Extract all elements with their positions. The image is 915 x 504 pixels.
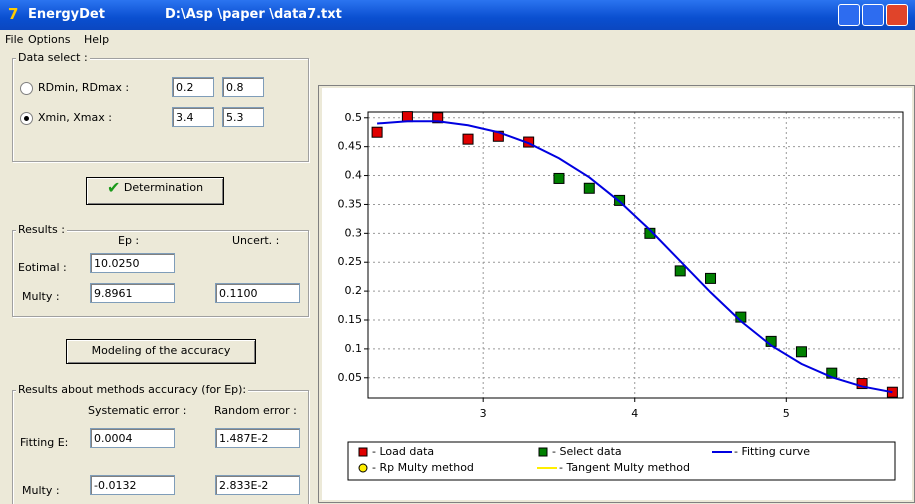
text-input[interactable]: 0.0004	[90, 428, 175, 448]
data-point	[644, 227, 656, 239]
row-label: Multy :	[22, 290, 60, 303]
text-input[interactable]: 10.0250	[90, 253, 175, 273]
chart-background	[322, 88, 912, 500]
app-icon: 7	[8, 5, 19, 23]
x-tick-label: 5	[783, 407, 790, 420]
radio-label: Xmin, Xmax :	[38, 111, 112, 124]
legend-marker	[538, 447, 548, 457]
data-point	[401, 111, 413, 123]
legend-box	[347, 441, 896, 481]
y-tick-label: 0.25	[338, 255, 363, 268]
menu-item[interactable]: Options	[28, 33, 71, 46]
button-label: Determination	[123, 181, 204, 194]
x-tick-label: 4	[631, 407, 638, 420]
column-label: Uncert. :	[232, 234, 280, 247]
column-label: Random error :	[214, 404, 297, 417]
menu-item[interactable]: Help	[84, 33, 110, 46]
app-name: EnergyDet	[28, 7, 105, 22]
y-tick-label: 0.35	[338, 197, 363, 210]
radio-label: RDmin, RDmax :	[38, 81, 130, 94]
legend-marker	[358, 447, 368, 457]
legend-label: - Fitting curve	[734, 445, 810, 458]
text-input[interactable]: 9.8961	[90, 283, 175, 303]
menu-bar: File Options Help	[0, 30, 915, 48]
results-group	[12, 230, 309, 317]
modeling-button[interactable]: Modeling of the accuracy	[66, 339, 256, 364]
text-input[interactable]: 5.3	[222, 107, 264, 127]
file-path: D:\Asp \paper \data7.txt	[165, 7, 342, 22]
text-input[interactable]: 1.487E-2	[215, 428, 300, 448]
row-label: Eotimal :	[18, 261, 67, 274]
title-bar: 7 EnergyDet D:\Asp \paper \data7.txt	[0, 0, 915, 30]
group-label: Results :	[16, 223, 67, 236]
legend-label: - Select data	[552, 445, 622, 458]
data-select-group	[12, 58, 309, 162]
data-point	[856, 378, 868, 390]
radio-button[interactable]	[20, 82, 33, 95]
y-tick-label: 0.4	[345, 169, 363, 182]
y-tick-label: 0.05	[338, 371, 363, 384]
data-point	[462, 133, 474, 145]
legend-label: - Load data	[372, 445, 434, 458]
maximize-button[interactable]	[862, 4, 884, 26]
text-input[interactable]: 3.4	[172, 107, 214, 127]
y-tick-label: 0.45	[338, 140, 363, 153]
row-label: Multy :	[22, 484, 60, 497]
y-tick-label: 0.1	[345, 342, 363, 355]
minimize-button[interactable]	[838, 4, 860, 26]
x-tick-label: 3	[480, 407, 487, 420]
data-point	[674, 265, 686, 277]
plot-border	[367, 111, 904, 399]
column-label: Systematic error :	[88, 404, 187, 417]
column-label: Ep :	[118, 234, 140, 247]
determination-button[interactable]: ✔ Determination	[86, 177, 224, 205]
data-point	[705, 272, 717, 284]
data-point	[583, 182, 595, 194]
text-input[interactable]: -0.0132	[90, 475, 175, 495]
data-point	[432, 112, 444, 124]
legend-label: - Rp Multy method	[372, 461, 474, 474]
chart: 0.05 0.1 0.15 0.2 0.25 0.3 0.35 0.4 0.45 0.5 3 4 5 - …	[318, 85, 915, 503]
fitting-curve	[377, 120, 893, 394]
legend-label: - Tangent Multy method	[559, 461, 690, 474]
y-tick-label: 0.15	[338, 313, 363, 326]
check-icon: ✔	[106, 178, 121, 197]
data-point	[553, 172, 565, 184]
y-tick-label: 0.3	[345, 226, 363, 239]
close-button[interactable]	[886, 4, 908, 26]
text-input[interactable]: 2.833E-2	[215, 475, 300, 495]
legend-marker	[358, 463, 368, 473]
text-input[interactable]: 0.8	[222, 77, 264, 97]
group-label: Results about methods accuracy (for Ep):	[16, 383, 249, 396]
y-tick-label: 0.5	[345, 111, 363, 124]
group-label: Data select :	[16, 51, 90, 64]
text-input[interactable]: 0.2	[172, 77, 214, 97]
row-label: Fitting E:	[20, 436, 69, 449]
text-input[interactable]: 0.1100	[215, 283, 300, 303]
radio-button[interactable]	[20, 112, 33, 125]
data-point	[371, 126, 383, 138]
menu-item[interactable]: File	[5, 33, 24, 46]
data-point	[795, 346, 807, 358]
y-tick-label: 0.2	[345, 284, 363, 297]
